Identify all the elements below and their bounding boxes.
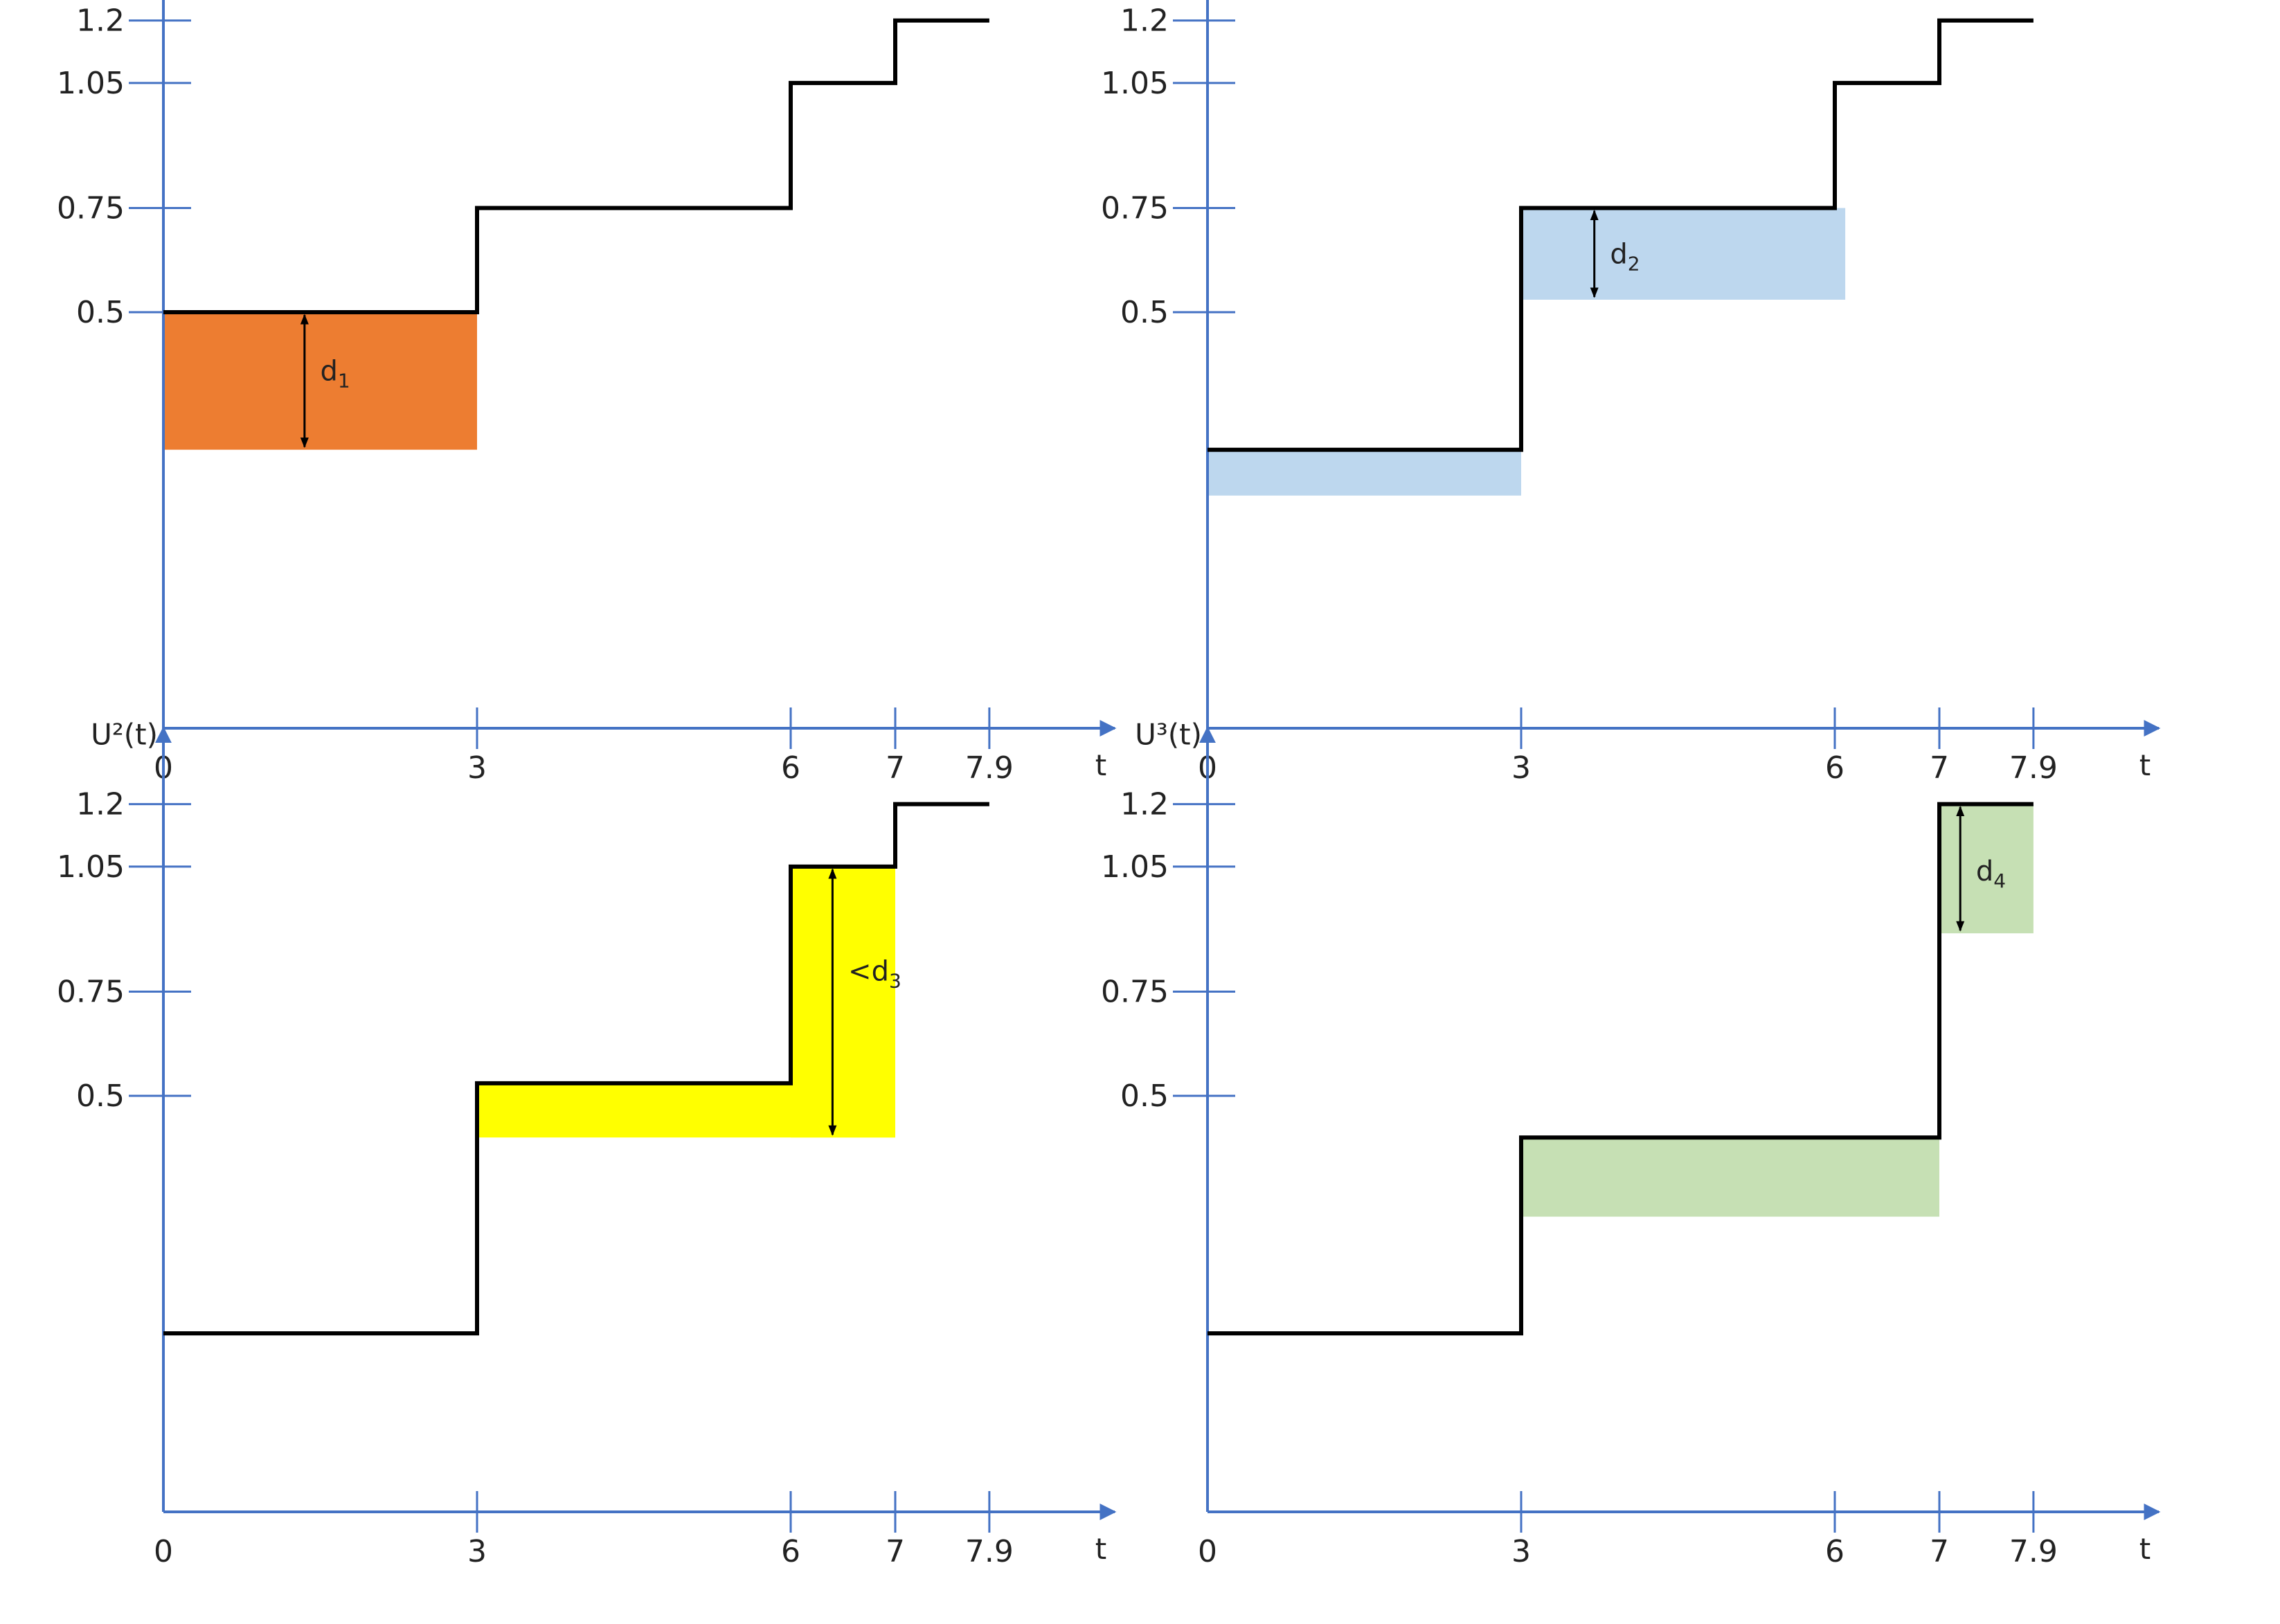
distance-label: d2 xyxy=(1610,239,1640,276)
x-tick-label: 7 xyxy=(886,1534,905,1569)
y-tick-label: 0.75 xyxy=(1101,975,1169,1010)
y-tick-label: 0.5 xyxy=(1120,1079,1169,1114)
step-series-line xyxy=(163,18,989,314)
x-tick-label: 6 xyxy=(1825,1534,1844,1569)
x-tick-label: 7.9 xyxy=(2009,1534,2058,1569)
shaded-region xyxy=(791,866,895,1138)
step-series-line xyxy=(163,802,989,1336)
y-axis-label: U²(t) xyxy=(91,718,158,752)
y-tick-label: 1.05 xyxy=(1101,849,1169,885)
distance-label-main: d xyxy=(1976,856,1993,887)
shaded-region xyxy=(163,312,477,450)
step-series-line xyxy=(1208,802,2034,1336)
x-tick-label: 7.9 xyxy=(965,750,1014,786)
y-tick-label: 1.05 xyxy=(57,849,125,885)
distance-label-subscript: 1 xyxy=(338,369,350,392)
x-tick-label: 7 xyxy=(1930,750,1949,786)
y-tick-label: 0.75 xyxy=(57,975,125,1010)
distance-label-main: d xyxy=(1610,239,1627,271)
x-tick-label: 3 xyxy=(467,1534,487,1569)
x-tick-label: 6 xyxy=(1825,750,1844,786)
chart-panel-2: 1.21.050.750.50 3 6 7 7.9 tU²(t)<d3 xyxy=(57,718,1117,1569)
distance-label: d1 xyxy=(321,355,350,392)
x-tick-label: 7 xyxy=(1930,1534,1949,1569)
y-tick-label: 0.5 xyxy=(1120,295,1169,330)
shaded-region xyxy=(1521,1137,1939,1217)
y-tick-label: 1.2 xyxy=(76,3,125,39)
y-tick-label: 0.5 xyxy=(76,1079,125,1114)
distance-label-main: d xyxy=(321,355,338,387)
x-tick-label: 7 xyxy=(886,750,905,786)
chart-panel-3: 1.2 1.05 0.75 0.5 0 3 6 7 7.9 t U³(t) d4 xyxy=(1101,718,2161,1569)
y-tick-label: 1.2 xyxy=(1120,3,1169,39)
x-axis-label: t xyxy=(2139,1532,2151,1566)
distance-label-subscript: 4 xyxy=(1993,869,2006,892)
x-tick-label: 3 xyxy=(467,750,487,786)
distance-label-main: <d xyxy=(848,955,889,987)
x-tick-label: 3 xyxy=(1511,750,1531,786)
y-tick-label: 1.2 xyxy=(76,787,125,822)
y-tick-label: 1.05 xyxy=(1101,66,1169,101)
y-tick-label: 0.5 xyxy=(76,295,125,330)
x-axis-label: t xyxy=(1095,1532,1106,1566)
x-tick-label: 6 xyxy=(781,750,800,786)
y-tick-label: 0.75 xyxy=(57,191,125,226)
distance-label-subscript: 2 xyxy=(1628,253,1640,276)
x-tick-label: 6 xyxy=(781,1534,800,1569)
step-series-line xyxy=(1208,18,2034,452)
y-tick-label: 1.05 xyxy=(57,66,125,101)
x-tick-label: 0 xyxy=(154,1534,173,1569)
x-tick-label: 7.9 xyxy=(965,1534,1014,1569)
x-tick-label: 7.9 xyxy=(2009,750,2058,786)
shaded-region xyxy=(1521,208,1846,300)
distance-label-subscript: 3 xyxy=(889,969,901,992)
distance-label: d4 xyxy=(1976,856,2006,892)
distance-label: <d3 xyxy=(848,955,901,992)
y-tick-label: 0.75 xyxy=(1101,191,1169,226)
x-tick-label: 0 xyxy=(1198,1534,1217,1569)
x-tick-label: 3 xyxy=(1511,1534,1531,1569)
y-axis-label: U³(t) xyxy=(1135,718,1202,752)
shaded-region xyxy=(1208,449,1521,496)
x-axis-label: t xyxy=(1095,748,1106,782)
shaded-region xyxy=(1939,804,2034,934)
x-axis-label: t xyxy=(2139,748,2151,782)
y-tick-label: 1.2 xyxy=(1120,787,1169,822)
